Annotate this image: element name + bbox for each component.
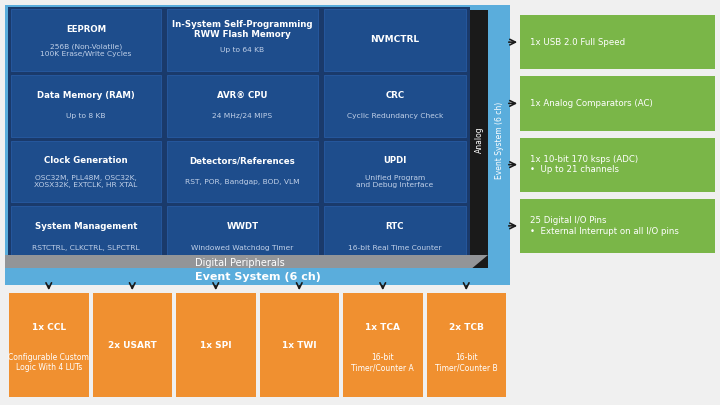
Bar	[259, 293, 339, 397]
Bar	[324, 75, 466, 136]
Text: Analog: Analog	[474, 127, 484, 153]
Text: Digital Peripherals: Digital Peripherals	[195, 258, 285, 267]
Text: Cyclic Redundancy Check: Cyclic Redundancy Check	[347, 113, 444, 119]
Bar	[5, 5, 510, 275]
Bar	[11, 206, 161, 268]
Bar	[167, 141, 318, 202]
Text: 2x USART: 2x USART	[108, 341, 157, 350]
Text: 1x SPI: 1x SPI	[200, 341, 232, 350]
Text: OSC32M, PLL48M, OSC32K,
XOSX32K, EXTCLK, HR XTAL: OSC32M, PLL48M, OSC32K, XOSX32K, EXTCLK,…	[35, 175, 138, 188]
Bar	[343, 293, 423, 397]
Bar	[167, 75, 318, 136]
Bar	[176, 293, 256, 397]
Text: AVR® CPU: AVR® CPU	[217, 91, 268, 100]
Text: 24 MHz/24 MIPS: 24 MHz/24 MIPS	[212, 113, 273, 119]
Bar	[167, 9, 318, 71]
Text: 1x TWI: 1x TWI	[282, 341, 317, 350]
Text: Event System (6 ch): Event System (6 ch)	[495, 101, 503, 179]
Bar	[11, 75, 161, 136]
Bar	[11, 9, 161, 71]
Bar	[92, 293, 172, 397]
Bar	[470, 10, 488, 270]
Bar	[11, 141, 161, 202]
Text: NVMCTRL: NVMCTRL	[370, 35, 420, 45]
Bar	[520, 15, 715, 69]
Text: Clock Generation: Clock Generation	[44, 156, 128, 165]
Text: 16-bit Real Time Counter: 16-bit Real Time Counter	[348, 245, 442, 251]
Bar	[324, 206, 466, 268]
Text: Event System (6 ch): Event System (6 ch)	[194, 271, 320, 281]
Bar	[520, 138, 715, 192]
Text: Up to 64 KB: Up to 64 KB	[220, 47, 264, 53]
Bar	[9, 293, 89, 397]
Text: 16-bit
Timer/Counter A: 16-bit Timer/Counter A	[351, 353, 414, 372]
Text: Data Memory (RAM): Data Memory (RAM)	[37, 91, 135, 100]
Bar	[5, 268, 510, 285]
Text: Up to 8 KB: Up to 8 KB	[66, 113, 106, 119]
Text: RSTCTRL, CLKCTRL, SLPCTRL: RSTCTRL, CLKCTRL, SLPCTRL	[32, 245, 140, 251]
Text: 25 Digital I/O Pins
•  External Interrupt on all I/O pins: 25 Digital I/O Pins • External Interrupt…	[530, 216, 679, 236]
Text: WWDT: WWDT	[226, 222, 258, 231]
Text: Windowed Watchdog Timer: Windowed Watchdog Timer	[192, 245, 294, 251]
Text: Configurable Custom
Logic With 4 LUTs: Configurable Custom Logic With 4 LUTs	[9, 353, 89, 372]
Text: Unified Program
and Debug Interface: Unified Program and Debug Interface	[356, 175, 433, 188]
Text: 256B (Non-Volatile)
100K Erase/Write Cycles: 256B (Non-Volatile) 100K Erase/Write Cyc…	[40, 44, 132, 57]
Text: 1x Analog Comparators (AC): 1x Analog Comparators (AC)	[530, 99, 653, 108]
Text: Detectors/References: Detectors/References	[189, 156, 295, 165]
Bar	[426, 293, 506, 397]
Bar	[324, 9, 466, 71]
Bar	[8, 7, 470, 270]
Text: 1x CCL: 1x CCL	[32, 323, 66, 332]
Text: 1x TCA: 1x TCA	[365, 323, 400, 332]
Bar	[488, 5, 510, 275]
Text: 2x TCB: 2x TCB	[449, 323, 484, 332]
Bar	[520, 199, 715, 253]
Bar	[167, 206, 318, 268]
Text: 16-bit
Timer/Counter B: 16-bit Timer/Counter B	[435, 353, 498, 372]
Text: 1x 10-bit 170 ksps (ADC)
•  Up to 21 channels: 1x 10-bit 170 ksps (ADC) • Up to 21 chan…	[530, 155, 638, 174]
Text: In-System Self-Programming
RWW Flash Memory: In-System Self-Programming RWW Flash Mem…	[172, 20, 312, 39]
Text: 1x USB 2.0 Full Speed: 1x USB 2.0 Full Speed	[530, 38, 625, 47]
Text: RST, POR, Bandgap, BOD, VLM: RST, POR, Bandgap, BOD, VLM	[185, 179, 300, 185]
Bar	[324, 141, 466, 202]
Text: EEPROM: EEPROM	[66, 25, 106, 34]
Bar	[5, 255, 8, 270]
Text: CRC: CRC	[385, 91, 405, 100]
Bar	[520, 76, 715, 130]
Text: RTC: RTC	[386, 222, 404, 231]
Text: UPDI: UPDI	[383, 156, 407, 165]
Polygon shape	[8, 255, 488, 270]
Text: System Management: System Management	[35, 222, 138, 231]
